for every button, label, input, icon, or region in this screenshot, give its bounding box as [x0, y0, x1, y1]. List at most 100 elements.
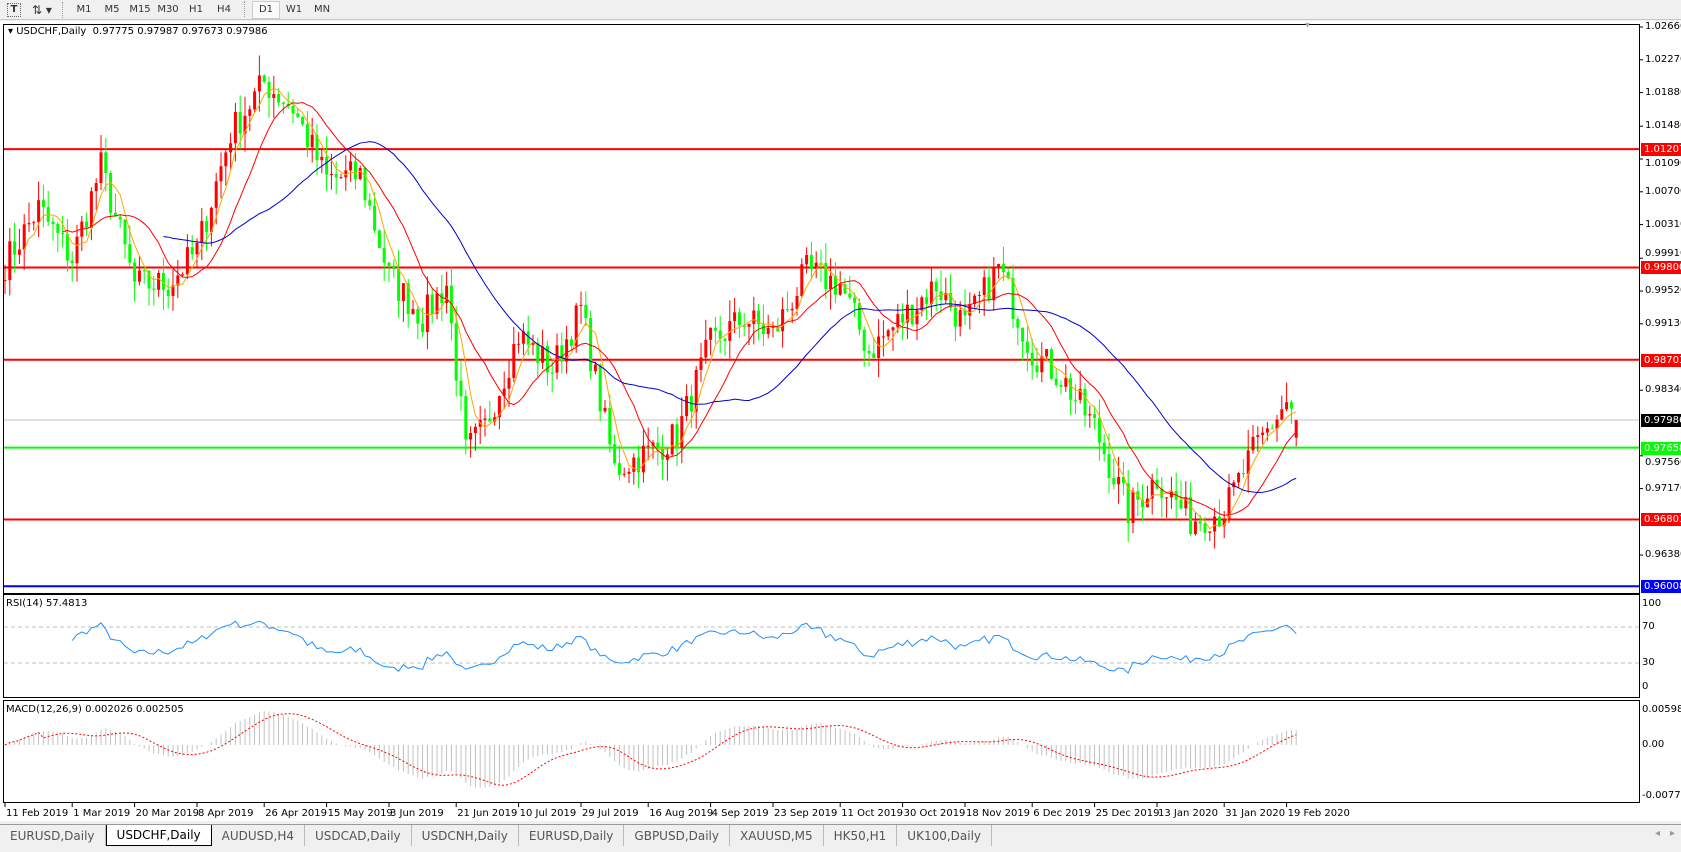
candle-body — [1246, 450, 1250, 475]
chart-window[interactable]: ▾ USDCHF,Daily 0.97775 0.97987 0.97673 0… — [0, 20, 1681, 821]
candle — [1237, 472, 1241, 489]
candle — [637, 445, 641, 489]
candle-body — [1155, 479, 1159, 489]
candle-body — [853, 297, 857, 303]
candle — [728, 300, 732, 359]
date-axis-label: 8 Apr 2019 — [198, 808, 254, 819]
candle — [593, 361, 597, 375]
timeframe-w1[interactable]: W1 — [285, 4, 303, 15]
candle-body — [1006, 271, 1010, 279]
candle-body — [737, 312, 741, 325]
tab-usdcad-daily[interactable]: USDCAD,Daily — [305, 825, 412, 846]
scroll-right-icon[interactable]: ▸ — [1670, 828, 1676, 839]
candle-body — [41, 200, 45, 208]
candle-body — [953, 307, 957, 327]
rsi-panel[interactable] — [3, 594, 1640, 698]
candle-body — [296, 113, 300, 117]
candle — [613, 434, 617, 466]
candle-body — [1141, 499, 1145, 508]
candle-body — [416, 309, 420, 324]
candle-body — [75, 236, 79, 264]
candle — [401, 282, 405, 322]
candle-body — [565, 339, 569, 362]
candle-body — [569, 339, 573, 346]
tab-eurusd-daily[interactable]: EURUSD,Daily — [519, 825, 625, 846]
candle — [1117, 456, 1121, 504]
candle-body — [89, 191, 93, 228]
tab-audusd-h4[interactable]: AUDUSD,H4 — [212, 825, 306, 846]
candle — [301, 115, 305, 127]
timeframe-m30[interactable]: M30 — [157, 4, 179, 15]
date-axis-label: 25 Dec 2019 — [1095, 808, 1160, 819]
candle-body — [32, 222, 36, 224]
cursor-tool-icon[interactable]: ⇅ ▾ — [32, 2, 52, 17]
timeframe-d1[interactable]: D1 — [252, 0, 280, 19]
candle — [1208, 531, 1212, 542]
candle-body — [1069, 378, 1073, 400]
candle-body — [886, 330, 890, 337]
tab-xauusd-m5[interactable]: XAUUSD,M5 — [730, 825, 824, 846]
candle-body — [85, 221, 89, 228]
candle-body — [1237, 472, 1241, 483]
timeframe-m15[interactable]: M15 — [129, 4, 151, 15]
candle-body — [593, 364, 597, 372]
candle — [680, 397, 684, 464]
timeframe-mn[interactable]: MN — [313, 4, 331, 15]
price-axis-label: 1.01090 — [1645, 158, 1681, 170]
candle — [939, 270, 943, 314]
candle — [171, 269, 175, 311]
candle — [195, 238, 199, 268]
candle-body — [1217, 516, 1221, 527]
timeframe-h4[interactable]: H4 — [217, 4, 231, 15]
candle-body — [17, 249, 21, 255]
tab-hk50-h1[interactable]: HK50,H1 — [824, 825, 898, 846]
candle-body — [997, 264, 1001, 268]
candle-body — [536, 342, 540, 363]
timeframe-toolbar: T ⇅ ▾ M1 M5 M15 M30 H1 H4 D1 W1 MN — [0, 0, 1681, 20]
candle — [857, 298, 861, 336]
chart-shift-icon[interactable]: ▾ — [1305, 20, 1311, 31]
tab-usdchf-daily[interactable]: USDCHF,Daily — [105, 825, 212, 846]
candle-body — [637, 457, 641, 473]
candle-body — [339, 177, 343, 179]
chart-canvas[interactable] — [0, 21, 1681, 821]
rsi-axis-label: 100 — [1642, 598, 1662, 609]
candle-body — [901, 314, 905, 323]
candle-body — [22, 224, 26, 250]
macd-panel[interactable] — [3, 700, 1640, 803]
tab-uk100-daily[interactable]: UK100,Daily — [897, 825, 993, 846]
candle-body — [488, 418, 492, 422]
candle-body — [1093, 414, 1097, 418]
tab-usdcnh-daily[interactable]: USDCNH,Daily — [412, 825, 519, 846]
candle — [392, 259, 396, 278]
price-axis-label: 1.01480 — [1645, 120, 1681, 132]
main-price-panel[interactable] — [3, 24, 1640, 594]
candle — [1261, 426, 1265, 445]
timeframe-m1[interactable]: M1 — [76, 4, 92, 15]
candle — [704, 319, 708, 364]
candle — [805, 247, 809, 274]
candle-body — [305, 124, 309, 148]
candle — [488, 401, 492, 423]
candle — [949, 274, 953, 312]
timeframe-m5[interactable]: M5 — [104, 4, 120, 15]
candle-body — [685, 395, 689, 417]
tab-eurusd-daily[interactable]: EURUSD,Daily — [0, 825, 106, 846]
candle-body — [176, 275, 180, 286]
text-tool-icon[interactable]: T — [7, 2, 21, 17]
candle-body — [493, 417, 497, 422]
scroll-left-icon[interactable]: ◂ — [1655, 828, 1661, 839]
candle — [733, 297, 737, 333]
candle — [1285, 382, 1289, 412]
tab-gbpusd-daily[interactable]: GBPUSD,Daily — [624, 825, 730, 846]
candle — [51, 216, 55, 241]
candle-body — [181, 274, 185, 276]
date-axis-label: 15 May 2019 — [327, 808, 393, 819]
candle-body — [665, 454, 669, 460]
candle-body — [646, 445, 650, 447]
candle-body — [896, 314, 900, 328]
candle-body — [541, 345, 545, 363]
timeframe-h1[interactable]: H1 — [189, 4, 203, 15]
